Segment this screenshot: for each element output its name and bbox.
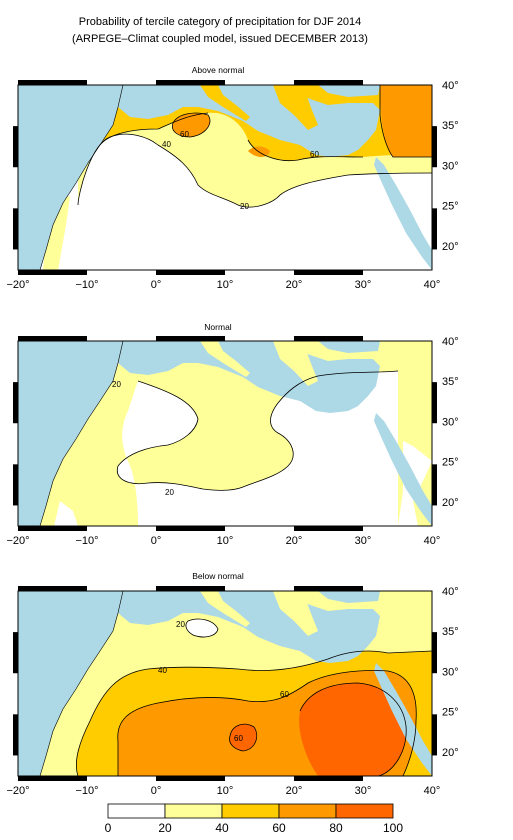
- lon-tick-label: −20°: [6, 785, 29, 797]
- colorbar-swatch: [107, 803, 166, 819]
- lat-tick-label: 20°: [442, 747, 459, 759]
- contour-label: 20: [112, 380, 121, 389]
- lon-tick-label: 10°: [217, 785, 234, 797]
- lat-tick-label: 40°: [442, 80, 459, 92]
- lon-tick-label: −20°: [6, 535, 29, 547]
- lon-tick-label: 30°: [355, 279, 372, 291]
- map-panel-below-normal: 20 40 60 60 −20° −10° 0° 10° 20° 30° 40° 40° 35°…: [6, 586, 459, 797]
- lat-tick-label: 40°: [442, 336, 459, 348]
- water-atlantic: [18, 85, 123, 270]
- lon-tick-label: −10°: [75, 279, 98, 291]
- contour-label: 60: [180, 130, 189, 139]
- region-0-20: [185, 619, 218, 637]
- figure-title-line1: Probability of tercile category of preci…: [78, 16, 362, 28]
- contour-label: 40: [162, 140, 171, 149]
- lon-tick-label: 0°: [151, 279, 162, 291]
- colorbar-tick-label: 20: [158, 821, 172, 835]
- lat-tick-label: 30°: [442, 160, 459, 172]
- colorbar-tick-label: 80: [329, 821, 343, 835]
- lon-tick-label: −10°: [75, 535, 98, 547]
- lon-tick-label: 30°: [355, 535, 372, 547]
- contour-label: 20: [240, 202, 249, 211]
- colorbar: 0 20 40 60 80 100: [105, 803, 403, 835]
- colorbar-swatch: [278, 803, 337, 819]
- lon-tick-label: 40°: [424, 535, 441, 547]
- panel-label-below-normal: Below normal: [192, 571, 244, 581]
- water-red-sea: [374, 157, 432, 270]
- lat-tick-label: 20°: [442, 241, 459, 253]
- lat-tick-label: 20°: [442, 497, 459, 509]
- lat-tick-label: 25°: [442, 201, 459, 213]
- lat-tick-label: 25°: [442, 457, 459, 469]
- map-panel-above-normal: 60 40 60 20 −20° −10° 0° 10° 20° 30° 40° 40° 35°…: [6, 80, 459, 291]
- contour-label: 60: [234, 734, 243, 743]
- water-mediterranean: [118, 341, 380, 413]
- contour-label: 20: [165, 488, 174, 497]
- lon-tick-label: −10°: [75, 785, 98, 797]
- lat-tick-label: 35°: [442, 626, 459, 638]
- figure-title-line2: (ARPEGE–Climat coupled model, issued DEC…: [72, 33, 368, 45]
- lon-tick-label: 30°: [355, 785, 372, 797]
- panel-label-normal: Normal: [204, 322, 232, 332]
- contour-label: 40: [158, 666, 167, 675]
- lat-tick-label: 30°: [442, 416, 459, 428]
- panel-label-above-normal: Above normal: [191, 65, 245, 75]
- region-80-100: [299, 683, 407, 776]
- colorbar-swatch: [221, 803, 280, 819]
- lon-tick-label: 40°: [424, 785, 441, 797]
- contour-label: 60: [280, 690, 289, 699]
- colorbar-swatch: [164, 803, 223, 819]
- lat-tick-label: 25°: [442, 707, 459, 719]
- lon-tick-label: 20°: [286, 785, 303, 797]
- water-red-sea: [374, 663, 432, 776]
- water-atlantic: [18, 591, 123, 776]
- lon-tick-label: 20°: [286, 279, 303, 291]
- lat-tick-label: 35°: [442, 376, 459, 388]
- water-mediterranean: [118, 85, 380, 157]
- colorbar-tick-label: 40: [215, 821, 229, 835]
- lat-tick-label: 35°: [442, 120, 459, 132]
- map-panel-normal: 20 20 −20° −10° 0° 10° 20° 30° 40° 40° 35° 30° 25°…: [6, 336, 459, 547]
- lon-tick-label: 20°: [286, 535, 303, 547]
- contour-label: 60: [310, 150, 319, 159]
- water-red-sea: [374, 413, 432, 526]
- lon-tick-label: 10°: [217, 535, 234, 547]
- lon-tick-label: 40°: [424, 279, 441, 291]
- lat-tick-label: 40°: [442, 586, 459, 598]
- water-mediterranean: [118, 591, 380, 663]
- contour-label: 20: [176, 620, 185, 629]
- lon-tick-label: 0°: [151, 535, 162, 547]
- colorbar-swatch: [335, 803, 394, 819]
- colorbar-tick-label: 60: [272, 821, 286, 835]
- lon-tick-label: 0°: [151, 785, 162, 797]
- lon-tick-label: −20°: [6, 279, 29, 291]
- water-atlantic: [18, 341, 123, 526]
- colorbar-tick-label: 100: [383, 821, 403, 835]
- lon-tick-label: 10°: [217, 279, 234, 291]
- colorbar-tick-label: 0: [105, 821, 112, 835]
- lat-tick-label: 30°: [442, 666, 459, 678]
